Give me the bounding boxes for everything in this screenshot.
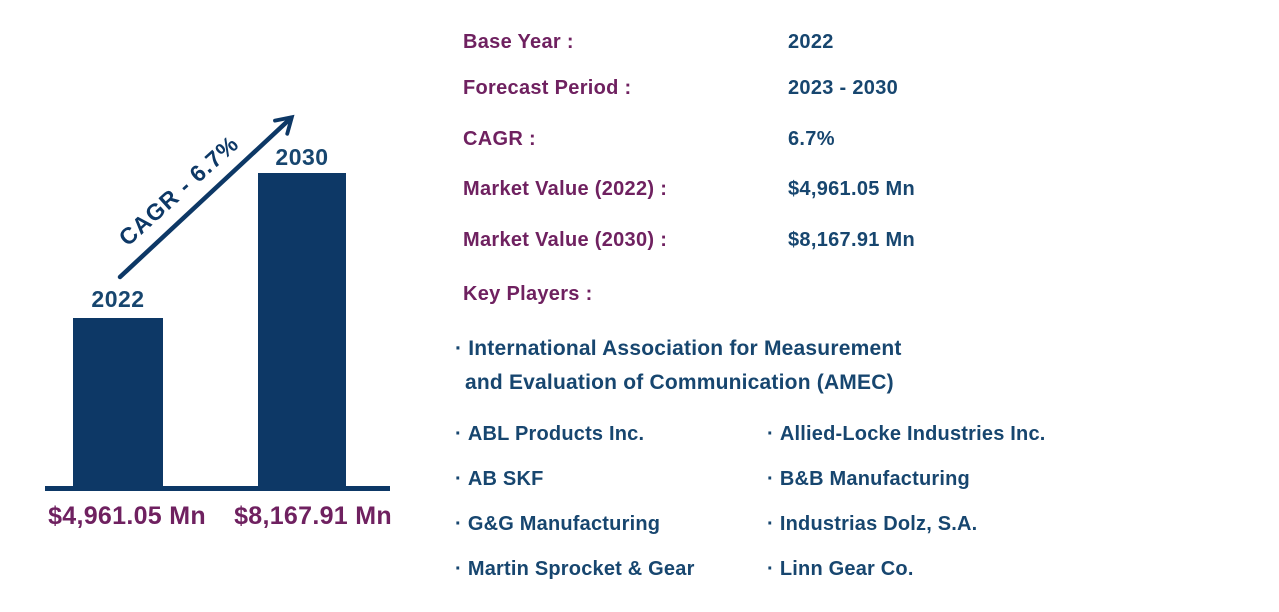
x-axis-baseline <box>45 486 390 491</box>
key-player-item: · G&G Manufacturing <box>455 513 660 539</box>
bar-category-label-2022: 2022 <box>91 286 145 312</box>
key-player-text: Linn Gear Co. <box>779 558 914 580</box>
detail-label: Base Year : <box>463 31 574 53</box>
detail-label: CAGR : <box>463 128 536 150</box>
key-player-text: ABL Products Inc. <box>467 423 645 445</box>
detail-label: Forecast Period : <box>463 77 632 99</box>
bar-value-label-2030: $8,167.91 Mn <box>234 502 392 530</box>
key-player-text: Martin Sprocket & Gear <box>467 558 695 580</box>
detail-label: Market Value (2030) : <box>463 229 668 251</box>
detail-row-forecast-period: Forecast Period : 2023 - 2030 <box>463 77 1163 105</box>
bullet-dot: · <box>455 558 462 580</box>
key-player-text: Industrias Dolz, S.A. <box>779 513 978 535</box>
bar-category-label-2030: 2030 <box>275 144 329 170</box>
key-player-item: · Martin Sprocket & Gear <box>455 558 695 584</box>
bullet-dot: · <box>455 513 462 535</box>
key-player-text: G&G Manufacturing <box>467 513 661 535</box>
detail-value: 2023 - 2030 <box>788 77 899 99</box>
details-panel: Base Year : 2022 Forecast Period : 2023 … <box>455 0 1279 612</box>
detail-row-cagr: CAGR : 6.7% <box>463 128 1163 156</box>
detail-value: $4,961.05 Mn <box>788 178 916 200</box>
detail-value: 2022 <box>788 31 834 53</box>
bullet-dot: · <box>455 423 462 445</box>
bullet-dot: · <box>767 423 774 445</box>
detail-label: Key Players : <box>463 283 593 305</box>
key-player-text: International Association for Measuremen… <box>468 337 902 360</box>
key-player-text: AB SKF <box>467 468 544 490</box>
detail-row-key-players: Key Players : <box>463 283 1163 311</box>
bar-value-label-2022: $4,961.05 Mn <box>48 502 206 530</box>
key-player-item: · Allied-Locke Industries Inc. <box>767 423 1046 449</box>
key-player-item: · Industrias Dolz, S.A. <box>767 513 977 539</box>
key-player-item: · ABL Products Inc. <box>455 423 644 449</box>
key-player-text: Allied-Locke Industries Inc. <box>779 423 1046 445</box>
bullet-dot: · <box>767 468 774 490</box>
detail-value: $8,167.91 Mn <box>788 229 916 251</box>
detail-value: 6.7% <box>788 128 835 150</box>
bullet-dot: · <box>767 558 774 580</box>
bar-2022 <box>73 318 163 486</box>
key-player-item: · AB SKF <box>455 468 544 494</box>
bullet-dot: · <box>455 337 463 360</box>
growth-arrow-icon <box>117 114 295 280</box>
bar-chart: CAGR - 6.7% 2022 2030 $4,961.05 Mn $8,16… <box>0 0 440 612</box>
key-player-amec-line1: · International Association for Measureme… <box>455 332 1015 366</box>
key-player-amec-line2: and Evaluation of Communication (AMEC) <box>465 366 1015 400</box>
detail-row-market-value-2022: Market Value (2022) : $4,961.05 Mn <box>463 178 1163 206</box>
bar-2030 <box>258 173 346 486</box>
detail-row-market-value-2030: Market Value (2030) : $8,167.91 Mn <box>463 229 1163 257</box>
bullet-dot: · <box>767 513 774 535</box>
detail-row-base-year: Base Year : 2022 <box>463 31 1163 59</box>
bullet-dot: · <box>455 468 462 490</box>
detail-label: Market Value (2022) : <box>463 178 668 200</box>
key-player-item: · Linn Gear Co. <box>767 558 914 584</box>
key-player-amec: · International Association for Measureme… <box>455 332 1015 400</box>
key-player-text: B&B Manufacturing <box>779 468 970 490</box>
key-player-item: · B&B Manufacturing <box>767 468 970 494</box>
key-player-text: and Evaluation of Communication (AMEC) <box>465 371 894 394</box>
